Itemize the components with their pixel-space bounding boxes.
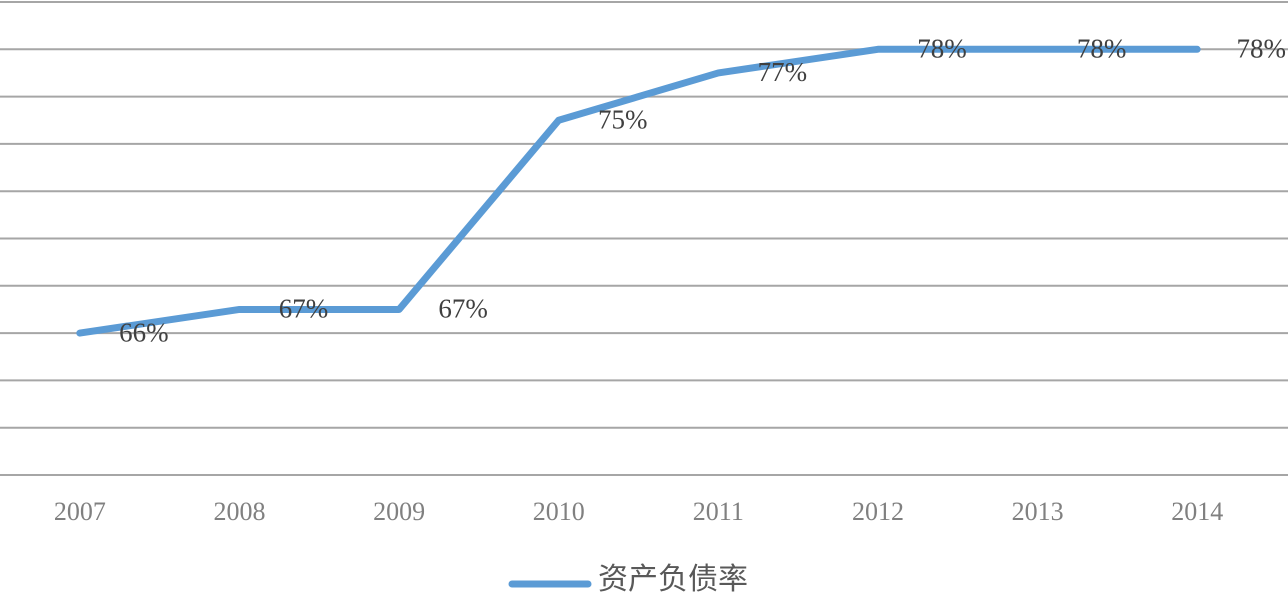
- data-label: 77%: [758, 57, 808, 87]
- data-label: 78%: [1077, 34, 1127, 64]
- x-tick-label: 2013: [1012, 497, 1064, 526]
- data-label: 67%: [438, 294, 488, 324]
- x-tick-label: 2011: [693, 497, 744, 526]
- x-tick-label: 2014: [1171, 497, 1223, 526]
- data-label: 75%: [598, 104, 648, 134]
- data-label: 78%: [1236, 34, 1286, 64]
- legend-label: 资产负债率: [598, 563, 748, 596]
- x-tick-label: 2009: [373, 497, 425, 526]
- x-tick-label: 2008: [213, 497, 265, 526]
- x-tick-label: 2007: [54, 497, 106, 526]
- data-label: 78%: [917, 34, 967, 64]
- data-label: 67%: [279, 294, 329, 324]
- data-label: 66%: [119, 317, 169, 347]
- x-tick-label: 2012: [852, 497, 904, 526]
- x-tick-label: 2010: [533, 497, 585, 526]
- data-line: [76, 45, 1201, 337]
